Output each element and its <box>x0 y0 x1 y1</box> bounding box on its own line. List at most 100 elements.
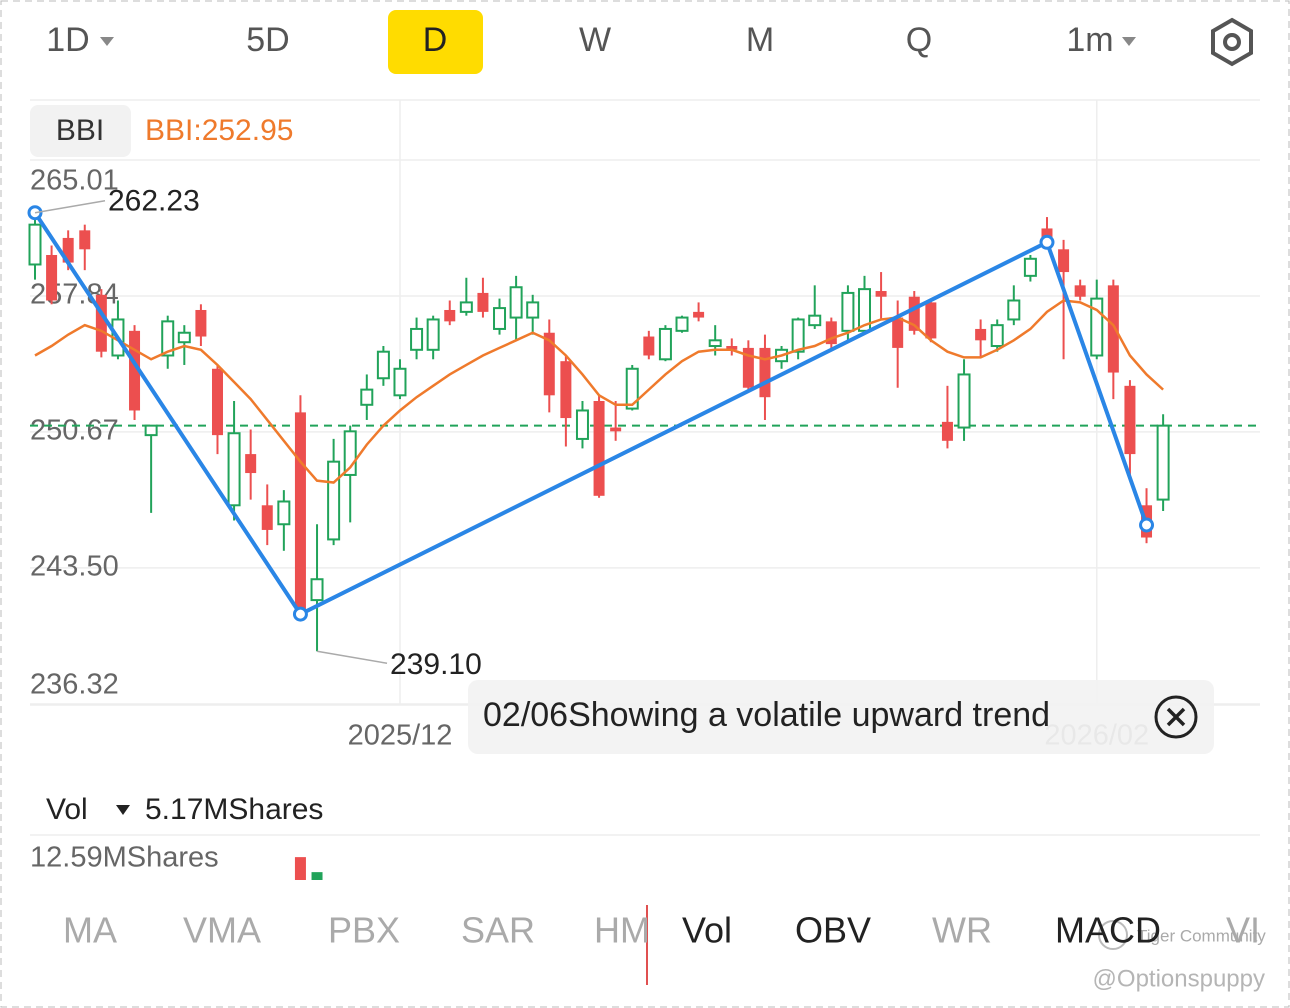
candle-body <box>95 294 107 352</box>
candle-body <box>975 328 987 341</box>
candle-body <box>195 309 207 337</box>
candle-body <box>858 288 871 332</box>
y-tick-label: 250.67 <box>30 415 119 447</box>
candle-body <box>1023 257 1037 277</box>
candle-body <box>426 318 440 351</box>
candle-body <box>294 412 306 610</box>
watermark-user: @Optionspuppy <box>1093 965 1265 992</box>
candle-body <box>376 350 390 380</box>
candle-body <box>1124 385 1136 455</box>
candle-body <box>261 505 273 530</box>
candle-body <box>277 500 291 526</box>
candle-body <box>841 291 855 332</box>
bbi-line <box>34 299 1164 484</box>
candle-body <box>129 330 141 411</box>
candle-body <box>28 223 42 266</box>
period-tab[interactable]: W <box>579 21 611 59</box>
candle-body <box>79 230 91 250</box>
watermark-logo <box>1098 920 1128 950</box>
candle-body <box>941 421 953 441</box>
tooltip-close[interactable] <box>1154 695 1198 739</box>
candle-body <box>177 331 191 344</box>
candle-body <box>393 367 407 397</box>
candle-body <box>742 347 754 388</box>
candle-body <box>459 301 473 313</box>
candle-body <box>808 314 822 327</box>
candle-body <box>875 291 887 297</box>
candle-body <box>610 427 622 432</box>
indicator-name: BBI <box>56 114 104 147</box>
max-leader <box>34 199 106 214</box>
candle-body <box>1007 299 1021 321</box>
candle-body <box>908 296 920 331</box>
candle-body <box>211 368 223 436</box>
period-tab[interactable]: 1m <box>1066 21 1113 59</box>
close-x <box>1166 707 1186 727</box>
hexagon <box>1211 17 1253 67</box>
candle-body <box>1107 285 1119 373</box>
candle-body <box>759 347 771 398</box>
candle-body <box>593 400 605 496</box>
indicator-tab[interactable]: Vol <box>682 910 732 951</box>
candle-body <box>625 367 639 410</box>
candle-body <box>1090 297 1104 357</box>
candle-body <box>825 321 837 345</box>
period-tab[interactable]: D <box>423 21 448 59</box>
trend-point <box>1139 517 1155 533</box>
y-tick-label: 265.01 <box>30 165 119 197</box>
candle-body <box>477 292 489 312</box>
candle-body <box>410 327 424 351</box>
dropdown-caret <box>116 805 130 815</box>
settings-icon[interactable] <box>1211 17 1253 67</box>
indicator-tab[interactable]: VMA <box>183 910 261 951</box>
period-tab[interactable]: Q <box>906 21 932 59</box>
candle-body <box>161 320 175 357</box>
trend-point <box>1039 234 1055 250</box>
indicator-tab[interactable]: MACD <box>1055 910 1161 951</box>
indicator-chip[interactable] <box>30 105 131 157</box>
candle-body <box>1156 424 1170 501</box>
candle-body <box>957 373 971 429</box>
candle-body <box>310 578 324 602</box>
candle-body <box>643 336 655 356</box>
candle-body <box>509 286 523 319</box>
max-label: 262.23 <box>108 185 200 218</box>
indicator-tab[interactable]: OBV <box>795 910 871 951</box>
indicator-value: BBI:252.95 <box>145 114 293 147</box>
min-label: 239.10 <box>390 648 482 681</box>
candle-body <box>227 432 241 507</box>
period-tab[interactable]: M <box>746 21 774 59</box>
volume-bar <box>294 857 306 880</box>
x-tick-label: 2025/12 <box>348 720 453 752</box>
candle-body <box>708 339 722 348</box>
candle-body <box>245 454 257 474</box>
volume-max: 12.59MShares <box>30 842 219 874</box>
indicator-tab[interactable]: WR <box>932 910 992 951</box>
candle-body <box>343 430 357 476</box>
selected-tab <box>388 10 483 74</box>
candle-body <box>327 460 341 541</box>
candle-body <box>526 301 540 319</box>
indicator-tab[interactable]: PBX <box>328 910 400 951</box>
dropdown-caret <box>100 37 114 46</box>
candle-body <box>62 237 74 263</box>
indicator-tab[interactable]: SAR <box>461 910 535 951</box>
period-tab[interactable]: 1D <box>46 21 89 59</box>
candle-body <box>360 388 374 406</box>
candle-body <box>892 317 904 348</box>
indicator-tab[interactable]: VI <box>1226 910 1260 951</box>
candle-body <box>575 409 589 440</box>
candle-body <box>1074 285 1086 297</box>
indicator-tab[interactable]: MA <box>63 910 117 951</box>
indicator-tab[interactable]: HM <box>594 910 650 951</box>
volume-current: 5.17MShares <box>145 793 323 826</box>
candle-body <box>693 311 705 318</box>
candle-body <box>726 346 738 350</box>
period-tab[interactable]: 5D <box>246 21 289 59</box>
volume-label[interactable]: Vol <box>46 793 88 826</box>
candle-body <box>144 424 158 437</box>
watermark: Tiger Community <box>1137 926 1266 945</box>
